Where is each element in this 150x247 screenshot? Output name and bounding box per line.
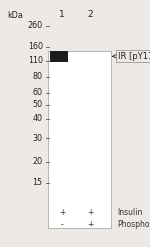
Text: Phosphopeptide: Phosphopeptide <box>117 220 150 229</box>
Text: 1: 1 <box>59 10 65 19</box>
Bar <box>48 51 111 228</box>
Text: 20: 20 <box>33 157 43 166</box>
Text: 30: 30 <box>33 134 43 143</box>
Bar <box>50 51 68 62</box>
Text: Insulin: Insulin <box>117 208 142 217</box>
Text: 80: 80 <box>33 72 43 81</box>
Text: +: + <box>87 220 93 229</box>
Text: 40: 40 <box>33 114 43 123</box>
Text: 2: 2 <box>87 10 93 19</box>
Text: 15: 15 <box>33 178 43 187</box>
Text: 260: 260 <box>28 21 43 30</box>
Text: kDa: kDa <box>8 11 23 20</box>
Text: 60: 60 <box>33 88 43 97</box>
Text: +: + <box>87 208 93 217</box>
Text: -: - <box>61 220 64 229</box>
Text: +: + <box>59 208 65 217</box>
Text: 110: 110 <box>28 56 43 65</box>
Text: 50: 50 <box>33 101 43 109</box>
Text: 160: 160 <box>28 42 43 51</box>
Text: IR [pY1158]: IR [pY1158] <box>118 52 150 61</box>
